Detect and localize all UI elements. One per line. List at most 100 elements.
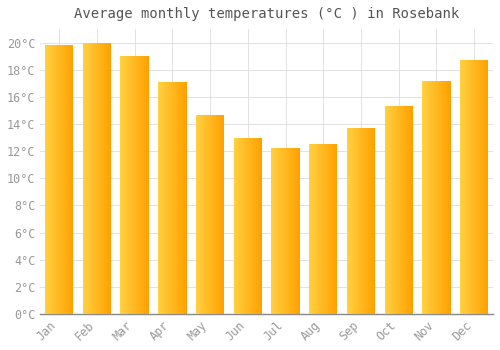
Bar <box>310 144 311 314</box>
Bar <box>242 138 244 314</box>
Bar <box>411 106 412 314</box>
Bar <box>250 138 251 314</box>
Bar <box>367 128 368 314</box>
Bar <box>259 138 260 314</box>
Bar <box>331 144 332 314</box>
Bar <box>320 144 321 314</box>
Bar <box>197 114 198 314</box>
Bar <box>46 46 47 314</box>
Bar <box>160 82 161 314</box>
Bar <box>309 144 310 314</box>
Bar <box>463 60 464 314</box>
Bar <box>395 106 396 314</box>
Bar <box>236 138 237 314</box>
Bar <box>202 114 203 314</box>
Bar <box>390 106 391 314</box>
Bar <box>366 128 368 314</box>
Bar <box>166 82 168 314</box>
Bar <box>60 46 61 314</box>
Bar <box>67 46 68 314</box>
Bar <box>218 114 219 314</box>
Bar <box>405 106 406 314</box>
Bar <box>333 144 334 314</box>
Bar <box>71 46 72 314</box>
Bar <box>396 106 397 314</box>
Bar <box>158 82 159 314</box>
Bar <box>275 148 276 314</box>
Bar <box>65 46 66 314</box>
Bar <box>184 82 185 314</box>
Bar <box>181 82 182 314</box>
Bar <box>487 60 488 314</box>
Bar <box>55 46 56 314</box>
Bar <box>373 128 374 314</box>
Bar <box>473 60 474 314</box>
Bar <box>214 114 215 314</box>
Bar <box>132 56 133 314</box>
Bar <box>336 144 337 314</box>
Bar <box>469 60 470 314</box>
Bar <box>372 128 373 314</box>
Bar <box>143 56 144 314</box>
Bar <box>465 60 466 314</box>
Bar <box>483 60 484 314</box>
Bar <box>136 56 137 314</box>
Bar <box>467 60 468 314</box>
Bar <box>168 82 169 314</box>
Bar <box>474 60 475 314</box>
Bar <box>240 138 241 314</box>
Bar <box>129 56 130 314</box>
Bar <box>364 128 365 314</box>
Bar <box>388 106 389 314</box>
Bar <box>386 106 387 314</box>
Bar <box>206 114 208 314</box>
Bar <box>73 46 74 314</box>
Bar <box>279 148 280 314</box>
Bar <box>200 114 201 314</box>
Bar <box>105 43 106 314</box>
Bar <box>242 138 243 314</box>
Bar <box>220 114 221 314</box>
Bar <box>274 148 275 314</box>
Bar <box>284 148 285 314</box>
Bar <box>257 138 258 314</box>
Bar <box>245 138 246 314</box>
Bar <box>351 128 352 314</box>
Bar <box>103 43 104 314</box>
Bar <box>92 43 93 314</box>
Bar <box>362 128 364 314</box>
Bar <box>317 144 318 314</box>
Bar <box>286 148 288 314</box>
Bar <box>352 128 353 314</box>
Bar <box>295 148 296 314</box>
Bar <box>472 60 473 314</box>
Bar <box>104 43 105 314</box>
Bar <box>446 80 448 314</box>
Bar <box>122 56 123 314</box>
Bar <box>326 144 328 314</box>
Bar <box>249 138 250 314</box>
Bar <box>461 60 462 314</box>
Bar <box>97 43 98 314</box>
Bar <box>412 106 413 314</box>
Bar <box>406 106 408 314</box>
Bar <box>89 43 90 314</box>
Bar <box>96 43 97 314</box>
Bar <box>316 144 317 314</box>
Bar <box>53 46 54 314</box>
Bar <box>54 46 55 314</box>
Bar <box>433 80 434 314</box>
Bar <box>385 106 386 314</box>
Bar <box>361 128 362 314</box>
Bar <box>255 138 256 314</box>
Bar <box>387 106 388 314</box>
Bar <box>470 60 471 314</box>
Bar <box>444 80 445 314</box>
Bar <box>358 128 359 314</box>
Bar <box>246 138 248 314</box>
Bar <box>394 106 395 314</box>
Bar <box>434 80 435 314</box>
Bar <box>350 128 351 314</box>
Bar <box>313 144 314 314</box>
Bar <box>135 56 136 314</box>
